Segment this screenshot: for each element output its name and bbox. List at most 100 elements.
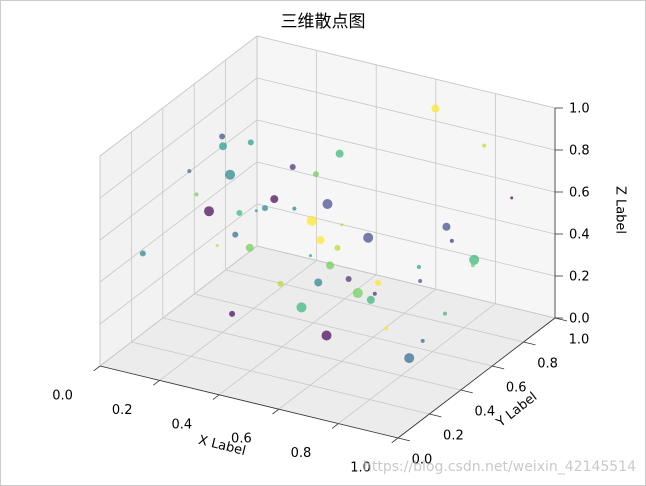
- point: [194, 192, 199, 197]
- point: [443, 311, 447, 316]
- grid-line: [99, 203, 258, 325]
- tick-mark: [460, 389, 473, 394]
- point: [321, 330, 332, 341]
- point: [442, 222, 451, 231]
- tick-mark: [272, 408, 280, 415]
- point: [366, 295, 375, 304]
- grid-line: [225, 269, 524, 343]
- point: [345, 276, 352, 282]
- y-tick-label: 0.0: [412, 453, 433, 468]
- point: [482, 143, 487, 148]
- tick-mark: [391, 437, 399, 444]
- grid-line: [99, 245, 258, 367]
- x-tick-label: 0.2: [112, 403, 133, 418]
- point: [261, 205, 268, 212]
- grid-line: [162, 317, 461, 391]
- point: [314, 278, 323, 287]
- point: [225, 169, 236, 180]
- grid-line: [99, 77, 258, 199]
- point: [335, 149, 344, 158]
- point: [372, 291, 377, 296]
- point: [420, 338, 425, 343]
- tick-mark: [492, 365, 505, 370]
- y-tick-label: 0.6: [506, 381, 527, 396]
- point: [404, 353, 415, 364]
- x-tick-label: 0.6: [231, 432, 252, 447]
- tick-mark: [397, 437, 411, 442]
- x-tick-label: 0.0: [52, 389, 73, 404]
- grid-line: [256, 161, 556, 235]
- grid-line: [256, 77, 556, 151]
- x-tick-label: 0.4: [171, 417, 192, 432]
- grid-line: [131, 341, 430, 415]
- x-tick-label: 1.0: [350, 461, 371, 476]
- point: [229, 310, 236, 317]
- z-tick-label: 0.0: [569, 312, 590, 327]
- point: [352, 288, 363, 299]
- z-tick-label: 0.8: [569, 144, 590, 159]
- grid-line: [256, 35, 556, 109]
- point: [340, 223, 344, 227]
- grid-line: [99, 35, 258, 157]
- point: [247, 139, 254, 146]
- z-tick-label: 0.4: [569, 228, 590, 243]
- grid-line: [99, 119, 258, 241]
- z-tick-label: 1.0: [569, 102, 590, 117]
- axis-line: [397, 317, 556, 439]
- grid-line: [159, 260, 317, 381]
- tick-mark: [523, 341, 536, 346]
- grid-line: [278, 288, 437, 410]
- point: [306, 215, 317, 226]
- point: [219, 142, 228, 151]
- tick-mark: [93, 365, 101, 372]
- grid-line: [338, 303, 496, 424]
- point: [470, 263, 475, 268]
- tick-mark: [212, 394, 220, 400]
- chart-title: 三维散点图: [281, 12, 366, 32]
- point: [431, 104, 440, 113]
- point: [384, 326, 389, 331]
- point: [245, 243, 254, 252]
- point: [326, 261, 335, 270]
- grid-line: [218, 274, 377, 396]
- point: [219, 133, 226, 140]
- point: [375, 279, 382, 286]
- point: [418, 278, 423, 283]
- point: [322, 199, 333, 209]
- z-tick-label: 0.6: [569, 186, 590, 201]
- tick-mark: [331, 423, 339, 429]
- point: [289, 164, 296, 171]
- point: [187, 169, 192, 174]
- point: [254, 209, 258, 213]
- grid-line: [256, 203, 556, 277]
- z-axis-label: Z Label: [613, 186, 628, 234]
- y-tick-label: 0.4: [474, 405, 495, 420]
- point: [292, 206, 297, 211]
- point: [316, 236, 325, 245]
- point: [215, 243, 219, 247]
- grid-line: [256, 245, 556, 319]
- z-tick-label: 0.2: [569, 270, 590, 285]
- point: [204, 206, 215, 217]
- point: [312, 171, 319, 178]
- axis-line: [99, 365, 399, 439]
- y-tick-label: 1.0: [569, 333, 590, 348]
- point: [469, 254, 480, 265]
- point: [334, 244, 341, 251]
- point: [270, 195, 279, 204]
- point: [296, 302, 307, 313]
- tick-mark: [153, 380, 160, 386]
- point: [277, 280, 284, 287]
- y-tick-label: 0.2: [443, 429, 464, 444]
- point: [232, 231, 239, 238]
- point: [416, 264, 421, 269]
- watermark: https://blog.csdn.net/weixin_42145514: [363, 459, 636, 475]
- y-tick-label: 0.8: [537, 357, 558, 372]
- point: [510, 196, 514, 200]
- point: [308, 254, 312, 258]
- point: [236, 209, 243, 216]
- grid-line: [194, 293, 493, 367]
- tick-mark: [554, 317, 568, 322]
- point: [363, 232, 374, 243]
